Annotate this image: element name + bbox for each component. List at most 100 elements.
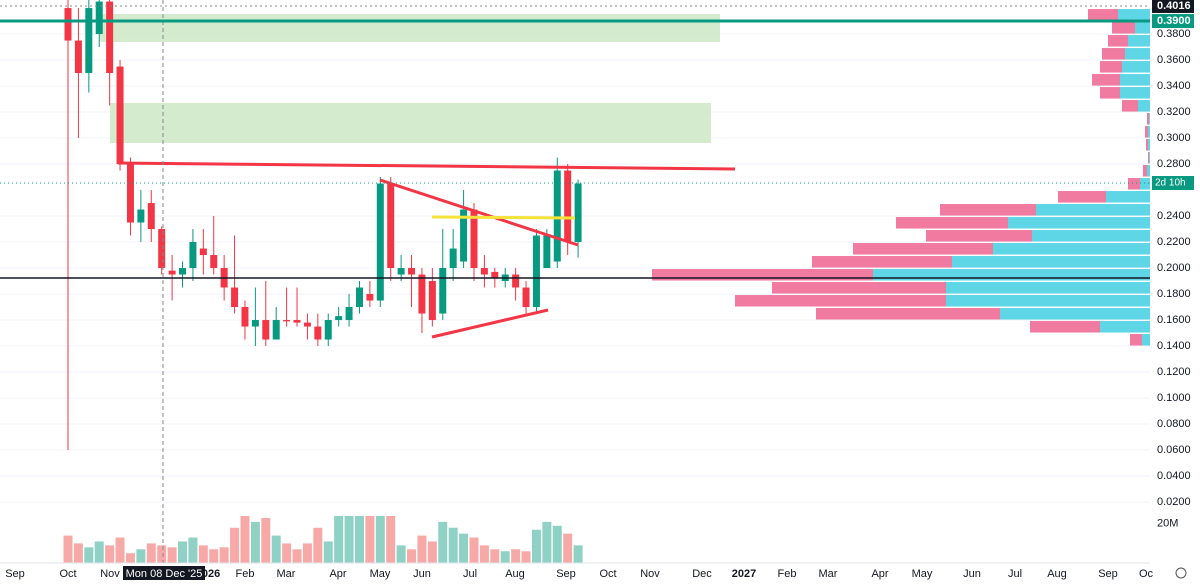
volume-bar — [438, 521, 448, 563]
y-tick-label: 0.2000 — [1157, 262, 1191, 274]
volume-bar — [531, 529, 541, 563]
profile-buy — [1118, 9, 1150, 21]
volume-bar — [521, 551, 531, 563]
x-tick-label: Dec — [692, 568, 712, 580]
candle-body — [179, 268, 187, 275]
y-tick-label: 0.1800 — [1157, 288, 1191, 300]
profile-buy — [1106, 191, 1150, 203]
volume-bar — [292, 549, 302, 563]
profile-buy — [1138, 100, 1150, 112]
candle-body — [74, 40, 82, 74]
profile-sell — [853, 243, 993, 255]
profile-sell — [1122, 100, 1138, 112]
candle-body — [460, 209, 468, 262]
y-tick-label: 0.2200 — [1157, 236, 1191, 248]
candle-body — [376, 183, 384, 301]
candle-body — [251, 320, 259, 327]
x-tick-label: Apr — [329, 568, 346, 580]
volume-bar — [375, 516, 385, 563]
volume-bar — [209, 549, 219, 563]
candle-body — [147, 203, 155, 230]
candle-body — [512, 274, 520, 288]
y-tick-label: 0.0400 — [1157, 470, 1191, 482]
profile-buy — [1148, 139, 1150, 151]
volume-bar — [323, 541, 333, 563]
x-tick-label: Sep — [5, 568, 25, 580]
candle-body — [564, 170, 572, 243]
profile-buy — [1149, 113, 1150, 125]
crosshair-label-bg — [123, 566, 205, 580]
volume-bar — [490, 549, 500, 563]
volume-bar — [261, 517, 271, 563]
profile-sell — [1108, 35, 1128, 47]
volume-bar — [365, 516, 375, 563]
candle-body — [345, 307, 353, 321]
profile-buy — [1147, 165, 1150, 177]
profile-sell — [1145, 126, 1148, 138]
x-tick-label: Oc — [1139, 568, 1154, 580]
volume-bar — [157, 545, 167, 563]
candle-body — [428, 281, 436, 321]
x-tick-label: Aug — [1047, 568, 1067, 580]
y-tick-label: 0.3200 — [1157, 106, 1191, 118]
volume — [63, 516, 583, 563]
profile-sell — [1147, 113, 1149, 125]
volume-bar — [563, 533, 573, 563]
candle-body — [116, 66, 124, 165]
profile-buy — [1142, 334, 1150, 346]
volume-bar — [396, 545, 406, 563]
volume-bar — [178, 541, 188, 563]
last-price-badge — [1152, 0, 1194, 13]
candle-body — [397, 268, 405, 275]
x-tick-label: Mar — [277, 568, 296, 580]
drawings — [117, 0, 736, 563]
volume-bar — [188, 537, 198, 563]
time-axis — [0, 563, 1200, 580]
candle-body — [439, 268, 447, 314]
candle-body — [480, 268, 488, 275]
y-tick-label: 0.2400 — [1157, 210, 1191, 222]
candle-body — [543, 235, 551, 269]
y-tick-label: 0.1000 — [1157, 392, 1191, 404]
x-tick-label: Sep — [1098, 568, 1118, 580]
volume-bar — [511, 549, 521, 563]
profile-buy — [946, 295, 1150, 307]
volume-profile — [652, 9, 1150, 346]
x-tick-label: Mar — [819, 568, 838, 580]
candle-body — [126, 164, 134, 223]
volume-bar — [417, 535, 427, 563]
profile-buy — [952, 256, 1150, 268]
volume-bar — [230, 527, 240, 563]
profile-sell — [652, 269, 873, 281]
profile-buy — [1148, 126, 1150, 138]
candle-body — [241, 307, 249, 327]
volume-bar — [94, 541, 104, 563]
x-tick-label: Feb — [236, 568, 255, 580]
candle-body — [231, 287, 239, 308]
candle-body — [262, 320, 270, 340]
profile-buy — [993, 243, 1150, 255]
volume-bar — [146, 543, 156, 563]
x-tick-label: Jul — [463, 568, 477, 580]
overlay — [0, 5, 1150, 279]
countdown-label: 2d 10h — [1155, 178, 1186, 189]
settings-icon[interactable] — [1175, 567, 1187, 579]
candle-body — [85, 8, 93, 74]
y-tick-label: 0.3400 — [1157, 80, 1191, 92]
profile-sell — [772, 282, 946, 294]
volume-bar — [386, 516, 396, 563]
candle-body — [283, 320, 291, 322]
y-axis: 0.3800 0.3600 0.3400 0.3200 0.3000 0.2800 0.24… — [1152, 0, 1194, 530]
volume-bar — [552, 525, 562, 563]
profile-sell — [735, 295, 946, 307]
volume-bar — [407, 549, 417, 563]
zones — [100, 14, 720, 143]
volume-bar — [573, 545, 583, 563]
x-tick-label: Feb — [778, 568, 797, 580]
candles — [64, 0, 582, 451]
y-tick-label: 0.2800 — [1157, 158, 1191, 170]
y-tick-label: 0.1600 — [1157, 314, 1191, 326]
candle-body — [106, 1, 114, 74]
candle-body — [158, 229, 166, 269]
